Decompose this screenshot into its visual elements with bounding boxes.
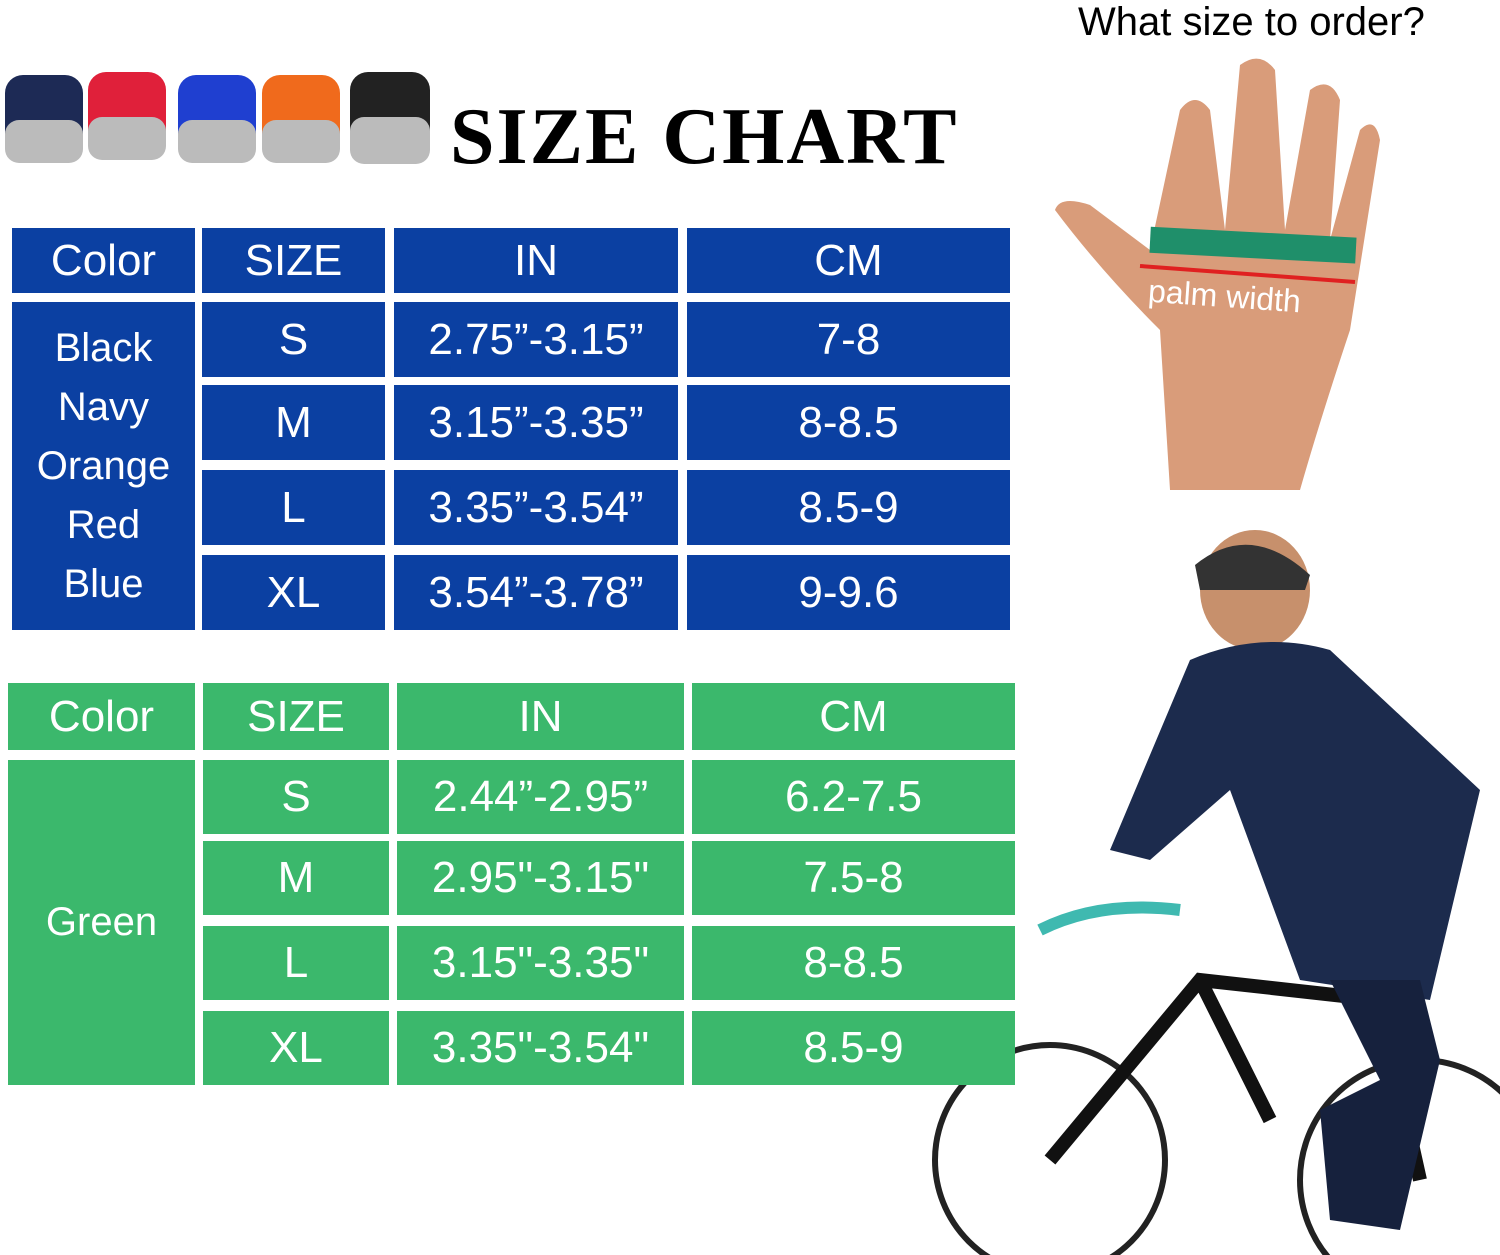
color-name: Blue bbox=[63, 561, 144, 606]
data-cell: 7-8 bbox=[687, 302, 1010, 377]
header-cell: CM bbox=[687, 228, 1010, 293]
question: What size to order? bbox=[1078, 0, 1425, 44]
data-cell: 7.5-8 bbox=[692, 841, 1015, 915]
data-cell: 8.5-9 bbox=[692, 1011, 1015, 1085]
header-cell: Color bbox=[8, 683, 195, 750]
data-cell: 8.5-9 bbox=[687, 470, 1010, 545]
data-cell: 3.15”-3.35” bbox=[394, 385, 678, 460]
data-cell: 8-8.5 bbox=[692, 926, 1015, 1000]
data-cell: M bbox=[203, 841, 389, 915]
data-cell: XL bbox=[202, 555, 385, 630]
color-cell: Green bbox=[8, 760, 195, 1085]
data-cell: 2.44”-2.95” bbox=[397, 760, 684, 834]
data-cell: 8-8.5 bbox=[687, 385, 1010, 460]
data-cell: S bbox=[202, 302, 385, 377]
color-name: Green bbox=[45, 900, 158, 944]
data-cell: 3.35"-3.54" bbox=[397, 1011, 684, 1085]
header-cell: IN bbox=[397, 683, 684, 750]
data-cell: 2.95"-3.15" bbox=[397, 841, 684, 915]
hand bbox=[1055, 58, 1380, 491]
data-cell: L bbox=[202, 470, 385, 545]
color-name: Red bbox=[66, 502, 141, 547]
header-cell: IN bbox=[394, 228, 678, 293]
data-cell: 3.15"-3.35" bbox=[397, 926, 684, 1000]
data-cell: 2.75”-3.15” bbox=[394, 302, 678, 377]
data-cell: XL bbox=[203, 1011, 389, 1085]
cyclist bbox=[932, 530, 1500, 1255]
header-cell: SIZE bbox=[203, 683, 389, 750]
data-cell: 9-9.6 bbox=[687, 555, 1010, 630]
color-name: Orange bbox=[36, 443, 171, 488]
color-name: Black bbox=[54, 325, 153, 370]
color-name: Navy bbox=[57, 384, 150, 429]
header-cell: CM bbox=[692, 683, 1015, 750]
header-cell: Color bbox=[12, 228, 195, 293]
color-cell: Black Navy Orange Red Blue bbox=[12, 302, 195, 630]
data-cell: L bbox=[203, 926, 389, 1000]
data-cell: 3.54”-3.78” bbox=[394, 555, 678, 630]
data-cell: 6.2-7.5 bbox=[692, 760, 1015, 834]
data-cell: M bbox=[202, 385, 385, 460]
data-cell: 3.35”-3.54” bbox=[394, 470, 678, 545]
header-cell: SIZE bbox=[202, 228, 385, 293]
data-cell: S bbox=[203, 760, 389, 834]
glove-row bbox=[5, 72, 430, 164]
title: SIZE CHART bbox=[450, 93, 959, 181]
